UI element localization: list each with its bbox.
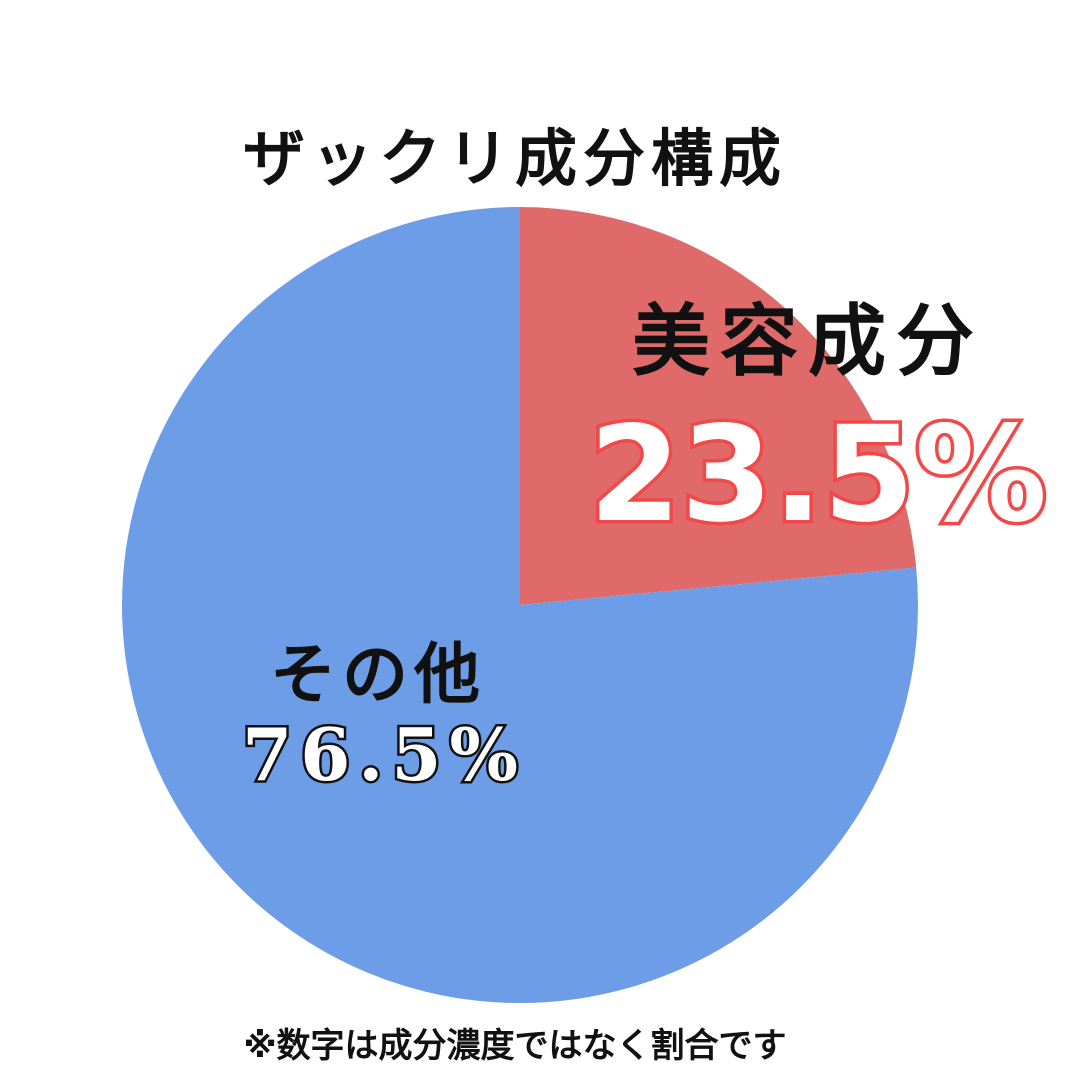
footnote: ※数字は成分濃度ではなく割合です — [243, 1026, 787, 1066]
slice-value-beauty: 23.5% — [589, 398, 1047, 552]
pie-slice-1 — [121, 207, 918, 1003]
chart-title: ザックリ成分構成 — [242, 122, 787, 195]
slice-value-other: 76.5% — [242, 712, 526, 797]
pie-slice-0 — [520, 207, 917, 605]
slice-label-beauty: 美容成分 — [632, 297, 984, 387]
slice-label-other: その他 — [270, 636, 486, 713]
